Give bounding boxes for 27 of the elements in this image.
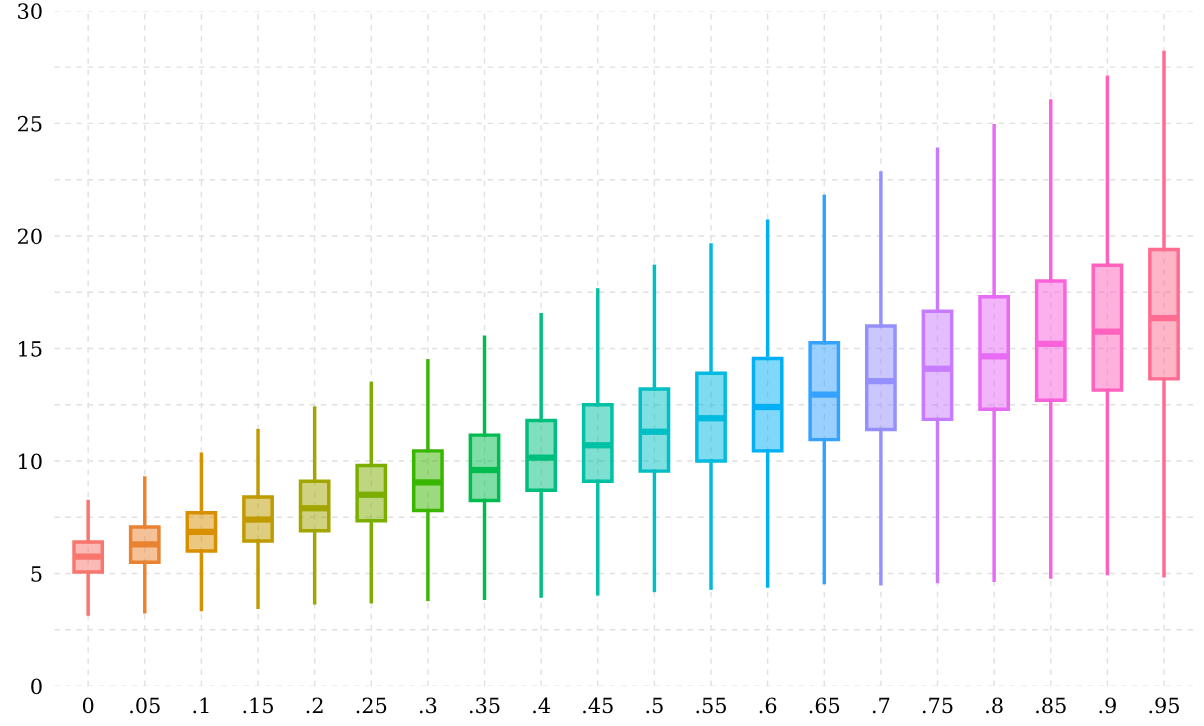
y-tick-label: 0: [31, 678, 42, 695]
y-tick-label: 5: [31, 566, 42, 582]
y-tick-label: 20: [17, 228, 42, 245]
y-tick-label: 25: [17, 115, 42, 132]
x-tick-label: .1: [193, 697, 209, 714]
x-tick-label: .25: [356, 697, 387, 714]
x-tick-label: .6: [759, 697, 777, 714]
x-tick-label: .55: [696, 697, 726, 714]
x-tick-label: .3: [419, 697, 437, 714]
x-tick-label: 0: [82, 697, 94, 714]
y-tick-label: 30: [18, 3, 42, 20]
x-tick-label: .45: [583, 697, 613, 714]
x-tick-label: .9: [1099, 697, 1116, 714]
x-tick-label: .05: [130, 697, 160, 714]
y-tick-label: 15: [19, 340, 42, 357]
x-tick-label: .75: [922, 697, 953, 714]
x-tick-label: .15: [243, 697, 273, 714]
x-tick-label: .7: [872, 697, 890, 714]
x-tick-label: .8: [986, 697, 1003, 714]
x-tick-label: .65: [809, 697, 840, 714]
x-tick-label: .95: [1149, 697, 1179, 714]
y-tick-label: 10: [19, 453, 42, 470]
x-tick-label: .5: [646, 697, 663, 714]
x-tick-label: .2: [306, 697, 323, 714]
x-tick-label: .35: [469, 697, 500, 714]
x-tick-label: .85: [1036, 697, 1066, 714]
x-tick-label: .4: [533, 697, 551, 714]
